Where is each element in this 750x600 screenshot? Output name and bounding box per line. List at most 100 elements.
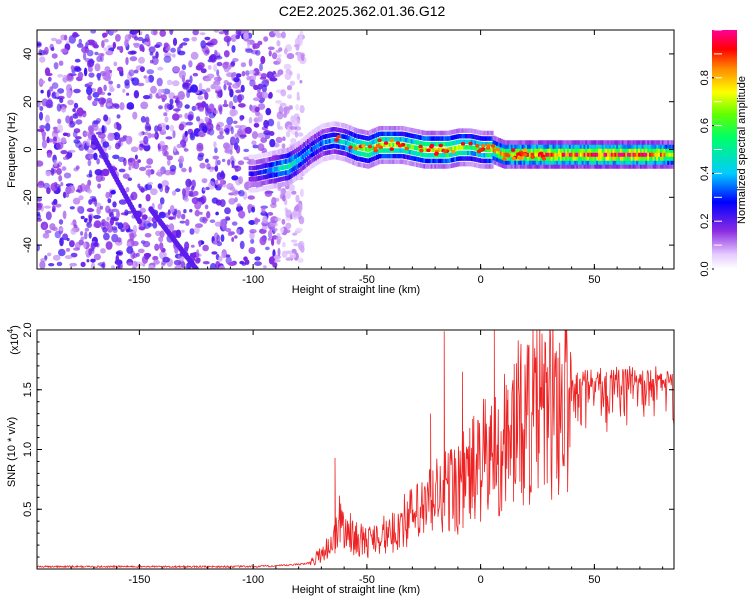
ridge-cell <box>436 141 439 147</box>
ridge-cell <box>558 164 561 169</box>
ridge-cell <box>265 185 268 191</box>
ridge-cell <box>470 128 474 134</box>
ridge-cell <box>319 152 323 158</box>
ridge-cell <box>612 140 616 145</box>
ridge-cell <box>585 160 589 165</box>
ridge-cell <box>541 164 545 169</box>
noise-cell <box>103 221 110 227</box>
ridge-cell <box>372 150 376 156</box>
ridge-cell <box>618 164 621 169</box>
ridge-cell <box>414 156 418 162</box>
ridge-cell <box>352 138 356 143</box>
noise-cell <box>76 205 83 213</box>
ridge-cell <box>548 156 552 161</box>
ridge-cell <box>368 130 372 135</box>
ridge-cell <box>563 156 567 161</box>
noise-cell <box>101 40 105 49</box>
ridge-cell <box>663 156 667 161</box>
ridge-cell <box>352 132 356 138</box>
noise-cell <box>209 219 216 223</box>
ridge-cell <box>314 150 318 155</box>
noise-cell <box>110 30 118 33</box>
ridge-cell <box>268 179 272 184</box>
ridge-cell <box>372 128 376 133</box>
noise-cell <box>46 136 50 144</box>
ridge-cell <box>596 144 600 149</box>
ridge-cell <box>252 182 256 188</box>
ridge-cell <box>334 155 338 160</box>
ridge-cell <box>392 137 396 142</box>
ridge-cell <box>326 144 330 150</box>
noise-cell <box>66 237 70 242</box>
noise-cell <box>78 38 83 45</box>
noise-cell <box>297 257 304 263</box>
ridge-peak <box>367 144 373 149</box>
noise-cell <box>152 221 158 229</box>
noise-cell <box>237 160 245 166</box>
noise-cell <box>281 31 286 39</box>
ridge-cell <box>255 165 259 170</box>
noise-cell <box>183 209 187 214</box>
ridge-cell <box>308 137 312 142</box>
noise-cell <box>69 120 76 127</box>
ridge-cell <box>561 156 565 161</box>
ridge-cell <box>576 160 580 165</box>
noise-cell <box>73 167 79 172</box>
noise-cell <box>87 66 93 73</box>
ridge-cell <box>672 140 674 145</box>
noise-cell <box>254 261 262 266</box>
ridge-cell <box>570 140 574 145</box>
ridge-cell <box>512 140 516 145</box>
ridge-cell <box>383 131 387 137</box>
ridge-cell <box>608 156 612 161</box>
noise-cell <box>147 132 152 139</box>
noise-cell <box>214 49 218 57</box>
ridge-cell <box>248 171 252 176</box>
ridge-cell <box>656 156 660 161</box>
ridge-cell <box>317 153 321 159</box>
noise-cell <box>295 227 303 232</box>
noise-cell <box>230 60 236 66</box>
ridge-cell <box>670 160 674 165</box>
noise-cell <box>86 188 92 194</box>
ridge-cell <box>315 138 319 143</box>
noise-cell <box>190 244 195 248</box>
figure-title: C2E2.2025.362.01.36.G12 <box>279 3 446 19</box>
ridge-cell <box>538 156 541 161</box>
ridge-cell <box>538 160 541 165</box>
ridge-cell <box>663 160 667 165</box>
ridge-cell <box>536 164 540 169</box>
ridge-cell <box>614 164 618 169</box>
noise-cell <box>281 143 286 149</box>
ridge-cell <box>283 153 287 159</box>
noise-cell <box>216 61 223 67</box>
ridge-cell <box>669 148 672 153</box>
noise-cell <box>248 247 256 254</box>
ridge-cell <box>656 152 660 157</box>
ridge-cell <box>432 136 436 141</box>
ridge-cell <box>343 140 347 145</box>
ridge-cell <box>374 138 378 144</box>
ridge-cell <box>377 131 381 137</box>
ridge-cell <box>425 153 429 158</box>
ridge-cell <box>361 135 365 140</box>
noise-cell <box>266 71 274 79</box>
ridge-cell <box>250 171 254 176</box>
noise-cell <box>168 216 175 220</box>
ridge-cell <box>568 148 572 153</box>
ridge-cell <box>323 123 327 128</box>
noise-cell <box>246 75 251 81</box>
noise-cell <box>296 73 301 81</box>
ridge-cell <box>285 148 288 153</box>
ridge-cell <box>283 181 287 187</box>
ridge-cell <box>361 163 365 168</box>
ridge-cell <box>619 152 623 157</box>
ridge-cell <box>412 161 416 167</box>
noise-cell <box>206 211 211 219</box>
ridge-cell <box>567 156 571 161</box>
y-tick-label: 2.0 <box>22 322 34 337</box>
noise-cell <box>41 131 47 137</box>
ridge-cell <box>563 140 567 145</box>
colorbar-label: Normalized spectral amplitude <box>736 76 748 224</box>
ridge-cell <box>255 182 259 187</box>
